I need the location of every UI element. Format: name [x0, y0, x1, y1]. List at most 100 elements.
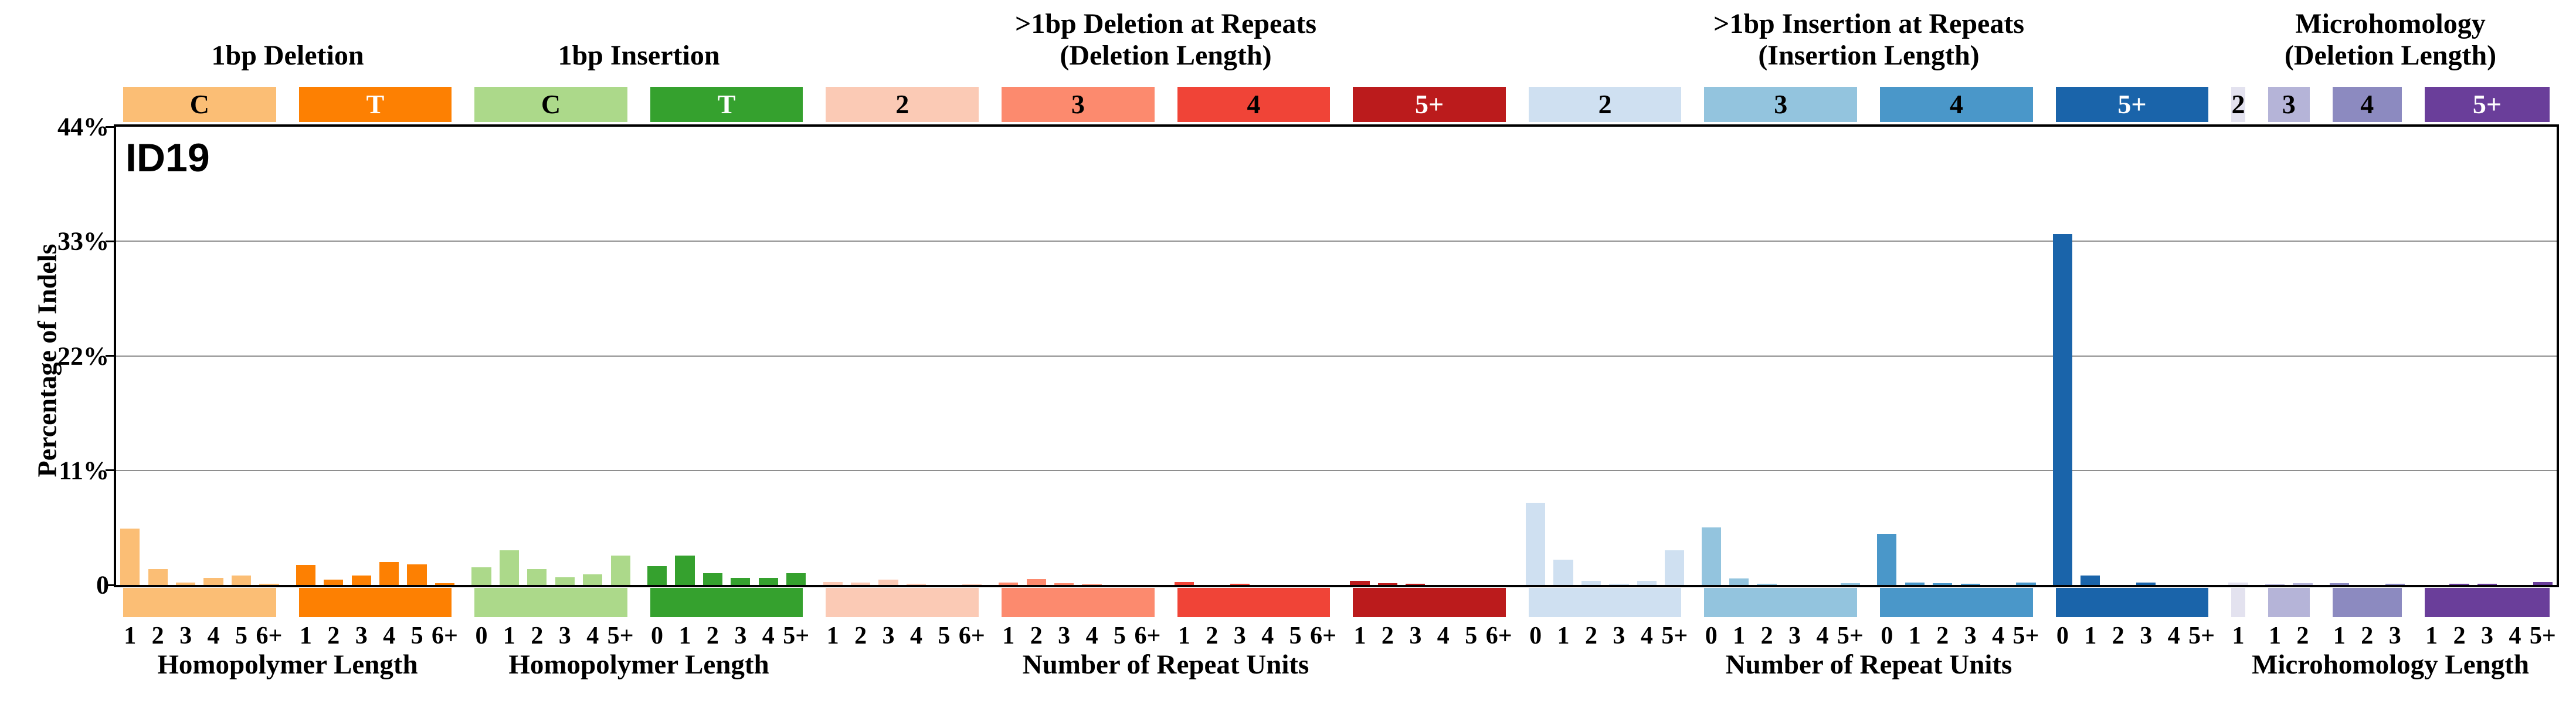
bar-slot — [958, 127, 986, 585]
x-tick-label: 4 — [1992, 622, 2005, 649]
bar-slot — [1457, 127, 1485, 585]
category-box-ins-repeats-2: 2 — [1528, 87, 1682, 122]
group-microhomology-5+: 5+ 1 2 3 4 5+ — [2418, 87, 2557, 650]
x-tick-label: 0 — [1529, 622, 1542, 649]
bar-slot — [1254, 127, 1281, 585]
bar-slot — [847, 127, 874, 585]
bar-slot — [1984, 127, 2012, 585]
x-tick-label: 0 — [1705, 622, 1718, 649]
category-box-1bp-del-C: C — [123, 87, 276, 122]
bar-slot — [671, 127, 698, 585]
color-band-ins-repeats-3 — [1704, 588, 1858, 617]
x-tick-label: 5+ — [783, 622, 810, 649]
x-tick-label: 5+ — [2012, 622, 2039, 649]
bar-slot — [1549, 127, 1577, 585]
header-line: >1bp Deletion at Repeats — [1015, 8, 1316, 39]
category-box-del-repeats-4: 4 — [1177, 87, 1331, 122]
category-box-del-repeats-5+: 5+ — [1353, 87, 1506, 122]
bar-slot — [255, 127, 283, 585]
bar-microhomology-5+-5+ — [2533, 581, 2553, 585]
bar-slot — [320, 127, 347, 585]
bar-microhomology-4-1 — [2329, 583, 2349, 585]
bar-area-1bp-del-C — [116, 127, 283, 585]
x-tick-row-1bp-del-C: 1 2 3 4 5 6+ — [116, 622, 283, 650]
x-tick-label: 0 — [1881, 622, 1893, 649]
bar-area-microhomology-2 — [2224, 127, 2252, 585]
x-tick-row-microhomology-5+: 1 2 3 4 5+ — [2418, 622, 2557, 650]
group-del-repeats-3: 3 1 2 3 4 5 6+ — [995, 87, 1162, 650]
bar-slot — [228, 127, 255, 585]
x-tick-label: 2 — [706, 622, 719, 649]
x-tick-label: 2 — [2296, 622, 2309, 649]
bar-del-repeats-4-1 — [1174, 581, 1194, 585]
bar-slot — [2012, 127, 2039, 585]
bar-del-repeats-4-3 — [1230, 584, 1250, 585]
bar-1bp-del-C-4 — [203, 577, 223, 585]
bar-1bp-del-T-2 — [324, 580, 344, 585]
bar-slot — [2188, 127, 2215, 585]
color-band-microhomology-4 — [2332, 588, 2402, 617]
bar-slot — [643, 127, 671, 585]
x-tick-row-1bp-ins-T: 0 1 2 3 4 5+ — [643, 622, 810, 650]
x-tick-label: 2 — [1030, 622, 1043, 649]
y-tick-label: 33% — [57, 226, 109, 256]
x-tick-label: 3 — [2140, 622, 2153, 649]
x-tick-label: 3 — [1788, 622, 1801, 649]
bar-slot — [2076, 127, 2104, 585]
bar-slot — [874, 127, 902, 585]
section-label-microhomology-length: Microhomology Length — [2251, 649, 2530, 680]
bar-slot — [1605, 127, 1633, 585]
bar-microhomology-3-1 — [2265, 584, 2285, 585]
bar-slot — [2160, 127, 2187, 585]
bar-slot — [375, 127, 403, 585]
bar-area-ins-repeats-3 — [1697, 127, 1864, 585]
bar-del-repeats-3-2 — [1026, 579, 1046, 585]
bar-slot — [1170, 127, 1198, 585]
x-tick-row-1bp-ins-C: 0 1 2 3 4 5+ — [467, 622, 634, 650]
bar-area-del-repeats-4 — [1170, 127, 1338, 585]
bar-slot — [431, 127, 459, 585]
x-tick-row-del-repeats-4: 1 2 3 4 5 6+ — [1170, 622, 1338, 650]
bar-area-ins-repeats-2 — [1522, 127, 1689, 585]
bar-slot — [467, 127, 495, 585]
x-tick-label: 5 — [235, 622, 247, 649]
x-tick-label: 3 — [558, 622, 571, 649]
x-tick-label: 1 — [678, 622, 691, 649]
bar-slot — [292, 127, 320, 585]
group-del-repeats-4: 4 1 2 3 4 5 6+ — [1170, 87, 1338, 650]
bar-slot — [523, 127, 551, 585]
x-tick-label: 1 — [503, 622, 515, 649]
bar-1bp-ins-C-3 — [555, 577, 575, 585]
bar-slot — [1485, 127, 1512, 585]
bar-slot — [2473, 127, 2501, 585]
bar-del-repeats-2-1 — [823, 581, 843, 585]
color-band-1bp-ins-C — [474, 588, 627, 617]
x-tick-label: 3 — [1409, 622, 1422, 649]
x-tick-label: 1 — [2425, 622, 2438, 649]
section-label-homopolymer-length: Homopolymer Length — [508, 649, 769, 680]
x-tick-label: 3 — [179, 622, 192, 649]
color-band-del-repeats-4 — [1177, 588, 1331, 617]
x-tick-row-del-repeats-5+: 1 2 3 4 5 6+ — [1346, 622, 1513, 650]
x-tick-label: 0 — [475, 622, 488, 649]
bar-slot — [1430, 127, 1457, 585]
bar-slot — [2261, 127, 2289, 585]
y-tick-label: 44% — [57, 112, 109, 141]
x-tick-label: 5 — [1114, 622, 1126, 649]
x-tick-label: 6+ — [256, 622, 283, 649]
group-ins-repeats-3: 3 0 1 2 3 4 5+ — [1697, 87, 1864, 650]
bar-slot — [2529, 127, 2557, 585]
bar-1bp-ins-T-5+ — [786, 573, 806, 585]
bar-del-repeats-2-2 — [850, 583, 871, 585]
group-ins-repeats-5+: 5+ 0 1 2 3 4 5+ — [2049, 87, 2216, 650]
category-box-1bp-ins-T: T — [650, 87, 803, 122]
bar-slot — [782, 127, 810, 585]
bar-slot — [1226, 127, 1254, 585]
bar-ins-repeats-4-0 — [1877, 534, 1897, 585]
x-tick-label: 1 — [2333, 622, 2346, 649]
x-tick-label: 4 — [1437, 622, 1450, 649]
category-box-ins-repeats-3: 3 — [1704, 87, 1858, 122]
bar-slot — [2501, 127, 2529, 585]
bar-slot — [755, 127, 782, 585]
